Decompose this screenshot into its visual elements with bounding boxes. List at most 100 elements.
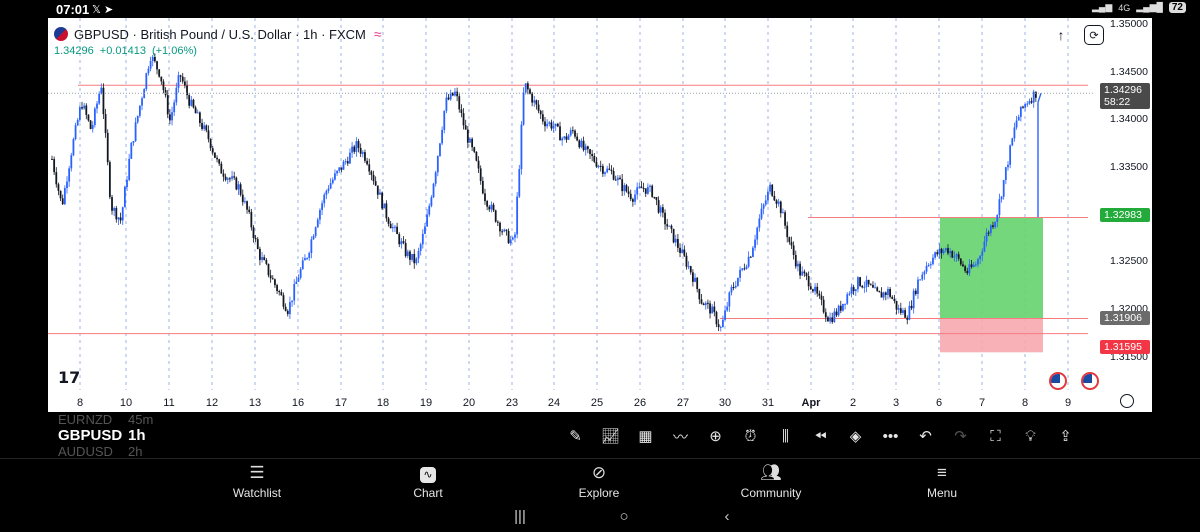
- nav-chart[interactable]: ∿ Chart: [383, 463, 473, 500]
- axis-settings-icon[interactable]: [1120, 394, 1134, 408]
- candle-body: [374, 181, 377, 186]
- indicators-icon[interactable]: 📈︎: [600, 428, 621, 445]
- redo-icon[interactable]: ↷: [954, 428, 967, 445]
- candle-body: [479, 168, 482, 181]
- drawing-tools-icon[interactable]: ✎: [569, 428, 582, 445]
- candle-body: [409, 251, 411, 260]
- candle-body: [707, 302, 709, 304]
- candle-body: [576, 136, 579, 141]
- us-flag-event-icon[interactable]: [1081, 372, 1099, 390]
- next-interval[interactable]: 2h: [128, 444, 143, 459]
- prev-symbol[interactable]: EURNZD: [58, 412, 113, 427]
- candle-body: [689, 266, 692, 273]
- candle-body: [676, 238, 679, 248]
- candle-body: [985, 232, 988, 242]
- prev-interval[interactable]: 45m: [128, 412, 154, 427]
- candle-body: [661, 207, 664, 213]
- candle-body: [471, 138, 474, 148]
- candle-body: [692, 272, 694, 282]
- fullscreen-icon[interactable]: ⛶: [990, 427, 1001, 445]
- candle-body: [394, 226, 396, 228]
- date-label: 19: [419, 397, 433, 409]
- layers-icon[interactable]: ◈: [849, 428, 862, 445]
- candle-body: [357, 141, 360, 148]
- more-icon[interactable]: •••: [882, 427, 899, 445]
- us-flag-event-icon[interactable]: [1049, 372, 1067, 390]
- current-interval[interactable]: 1h: [128, 427, 146, 444]
- compare-icon[interactable]: 〰: [672, 428, 688, 446]
- candle-body: [460, 109, 463, 114]
- candle-body: [955, 254, 958, 257]
- replay-icon[interactable]: ⏪︎: [814, 427, 827, 445]
- symbol-header[interactable]: GBPUSD · British Pound / U.S. Dollar · 1…: [54, 26, 382, 42]
- candle-body: [972, 264, 975, 267]
- candle-type-icon[interactable]: ⫼: [782, 427, 789, 445]
- candle-body: [739, 269, 741, 278]
- candle-body: [959, 258, 962, 265]
- arrow-up-icon[interactable]: ↑: [1057, 27, 1065, 43]
- layout-grid-icon[interactable]: ▦: [638, 428, 653, 445]
- data-feed-icon[interactable]: ≈: [373, 26, 382, 42]
- candle-body: [561, 138, 564, 141]
- candle-body: [190, 99, 193, 106]
- candle-body: [355, 141, 358, 152]
- chart-toolbar: ✎ 📈︎ ▦ 〰 ⊕ ⏰︎ ⫼ ⏪︎ ◈ ••• ↶ ↷ ⛶ 💡︎ ⇪: [560, 424, 1085, 448]
- candle-body: [925, 265, 928, 272]
- home-icon[interactable]: ○: [619, 508, 629, 525]
- add-icon[interactable]: ⊕: [709, 428, 722, 445]
- nav-watchlist[interactable]: ☰ Watchlist: [212, 463, 302, 500]
- price-axis-label: 1.34500: [1110, 66, 1148, 78]
- candle-body: [1011, 138, 1014, 146]
- nav-explore[interactable]: ⊘ Explore: [554, 463, 644, 500]
- candle-body: [199, 112, 201, 124]
- candle-body: [653, 196, 656, 198]
- candle-body: [413, 253, 416, 264]
- price-chart[interactable]: [48, 18, 1152, 412]
- candle-body: [132, 141, 135, 143]
- nav-chart-label: Chart: [413, 486, 443, 500]
- back-icon[interactable]: ‹: [724, 508, 730, 525]
- recents-icon[interactable]: |||: [514, 508, 526, 525]
- candle-body: [385, 203, 388, 219]
- candle-body: [505, 229, 508, 231]
- candle-body: [996, 214, 999, 223]
- nav-community[interactable]: 👥︎ Community: [726, 463, 816, 500]
- candle-body: [370, 171, 373, 175]
- nav-menu[interactable]: ≡ Menu: [897, 463, 987, 500]
- wifi-icon: ▂▄▆: [1092, 2, 1113, 12]
- candle-body: [743, 268, 746, 270]
- candle-body: [81, 107, 83, 109]
- snapshot-icon[interactable]: ⟳: [1084, 25, 1104, 45]
- last-price: 1.34296: [54, 45, 94, 57]
- next-symbol[interactable]: AUDUSD: [58, 444, 113, 459]
- date-label: 13: [248, 397, 262, 409]
- candle-body: [544, 121, 546, 127]
- candle-body: [509, 239, 512, 244]
- share-icon[interactable]: ⇪: [1059, 428, 1072, 445]
- candle-body: [934, 252, 937, 258]
- candle-body: [569, 130, 572, 136]
- candle-body: [196, 112, 199, 114]
- candle-body: [428, 205, 431, 215]
- candle-body: [224, 176, 227, 180]
- candle-body: [893, 298, 896, 301]
- candle-body: [269, 275, 272, 279]
- candle-body: [1004, 167, 1007, 181]
- candle-body: [477, 160, 480, 169]
- candle-body: [321, 203, 323, 210]
- symbol-title[interactable]: GBPUSD · British Pound / U.S. Dollar · 1…: [74, 26, 366, 42]
- current-symbol[interactable]: GBPUSD: [58, 427, 123, 444]
- chart-panel[interactable]: GBPUSD · British Pound / U.S. Dollar · 1…: [48, 18, 1152, 412]
- candle-body: [400, 241, 403, 245]
- candle-body: [782, 212, 784, 214]
- candle-body: [702, 303, 705, 306]
- candle-body: [816, 286, 819, 294]
- ideas-bulb-icon[interactable]: 💡︎: [1025, 427, 1036, 445]
- candle-body: [66, 181, 68, 189]
- symbol-switcher[interactable]: EURNZD 45m GBPUSD 1h AUDUSD 2h: [58, 412, 258, 459]
- undo-icon[interactable]: ↶: [919, 428, 932, 445]
- alert-clock-icon[interactable]: ⏰︎: [744, 427, 757, 445]
- candle-body: [533, 100, 536, 103]
- candle-body: [582, 140, 585, 151]
- candle-body: [484, 193, 486, 202]
